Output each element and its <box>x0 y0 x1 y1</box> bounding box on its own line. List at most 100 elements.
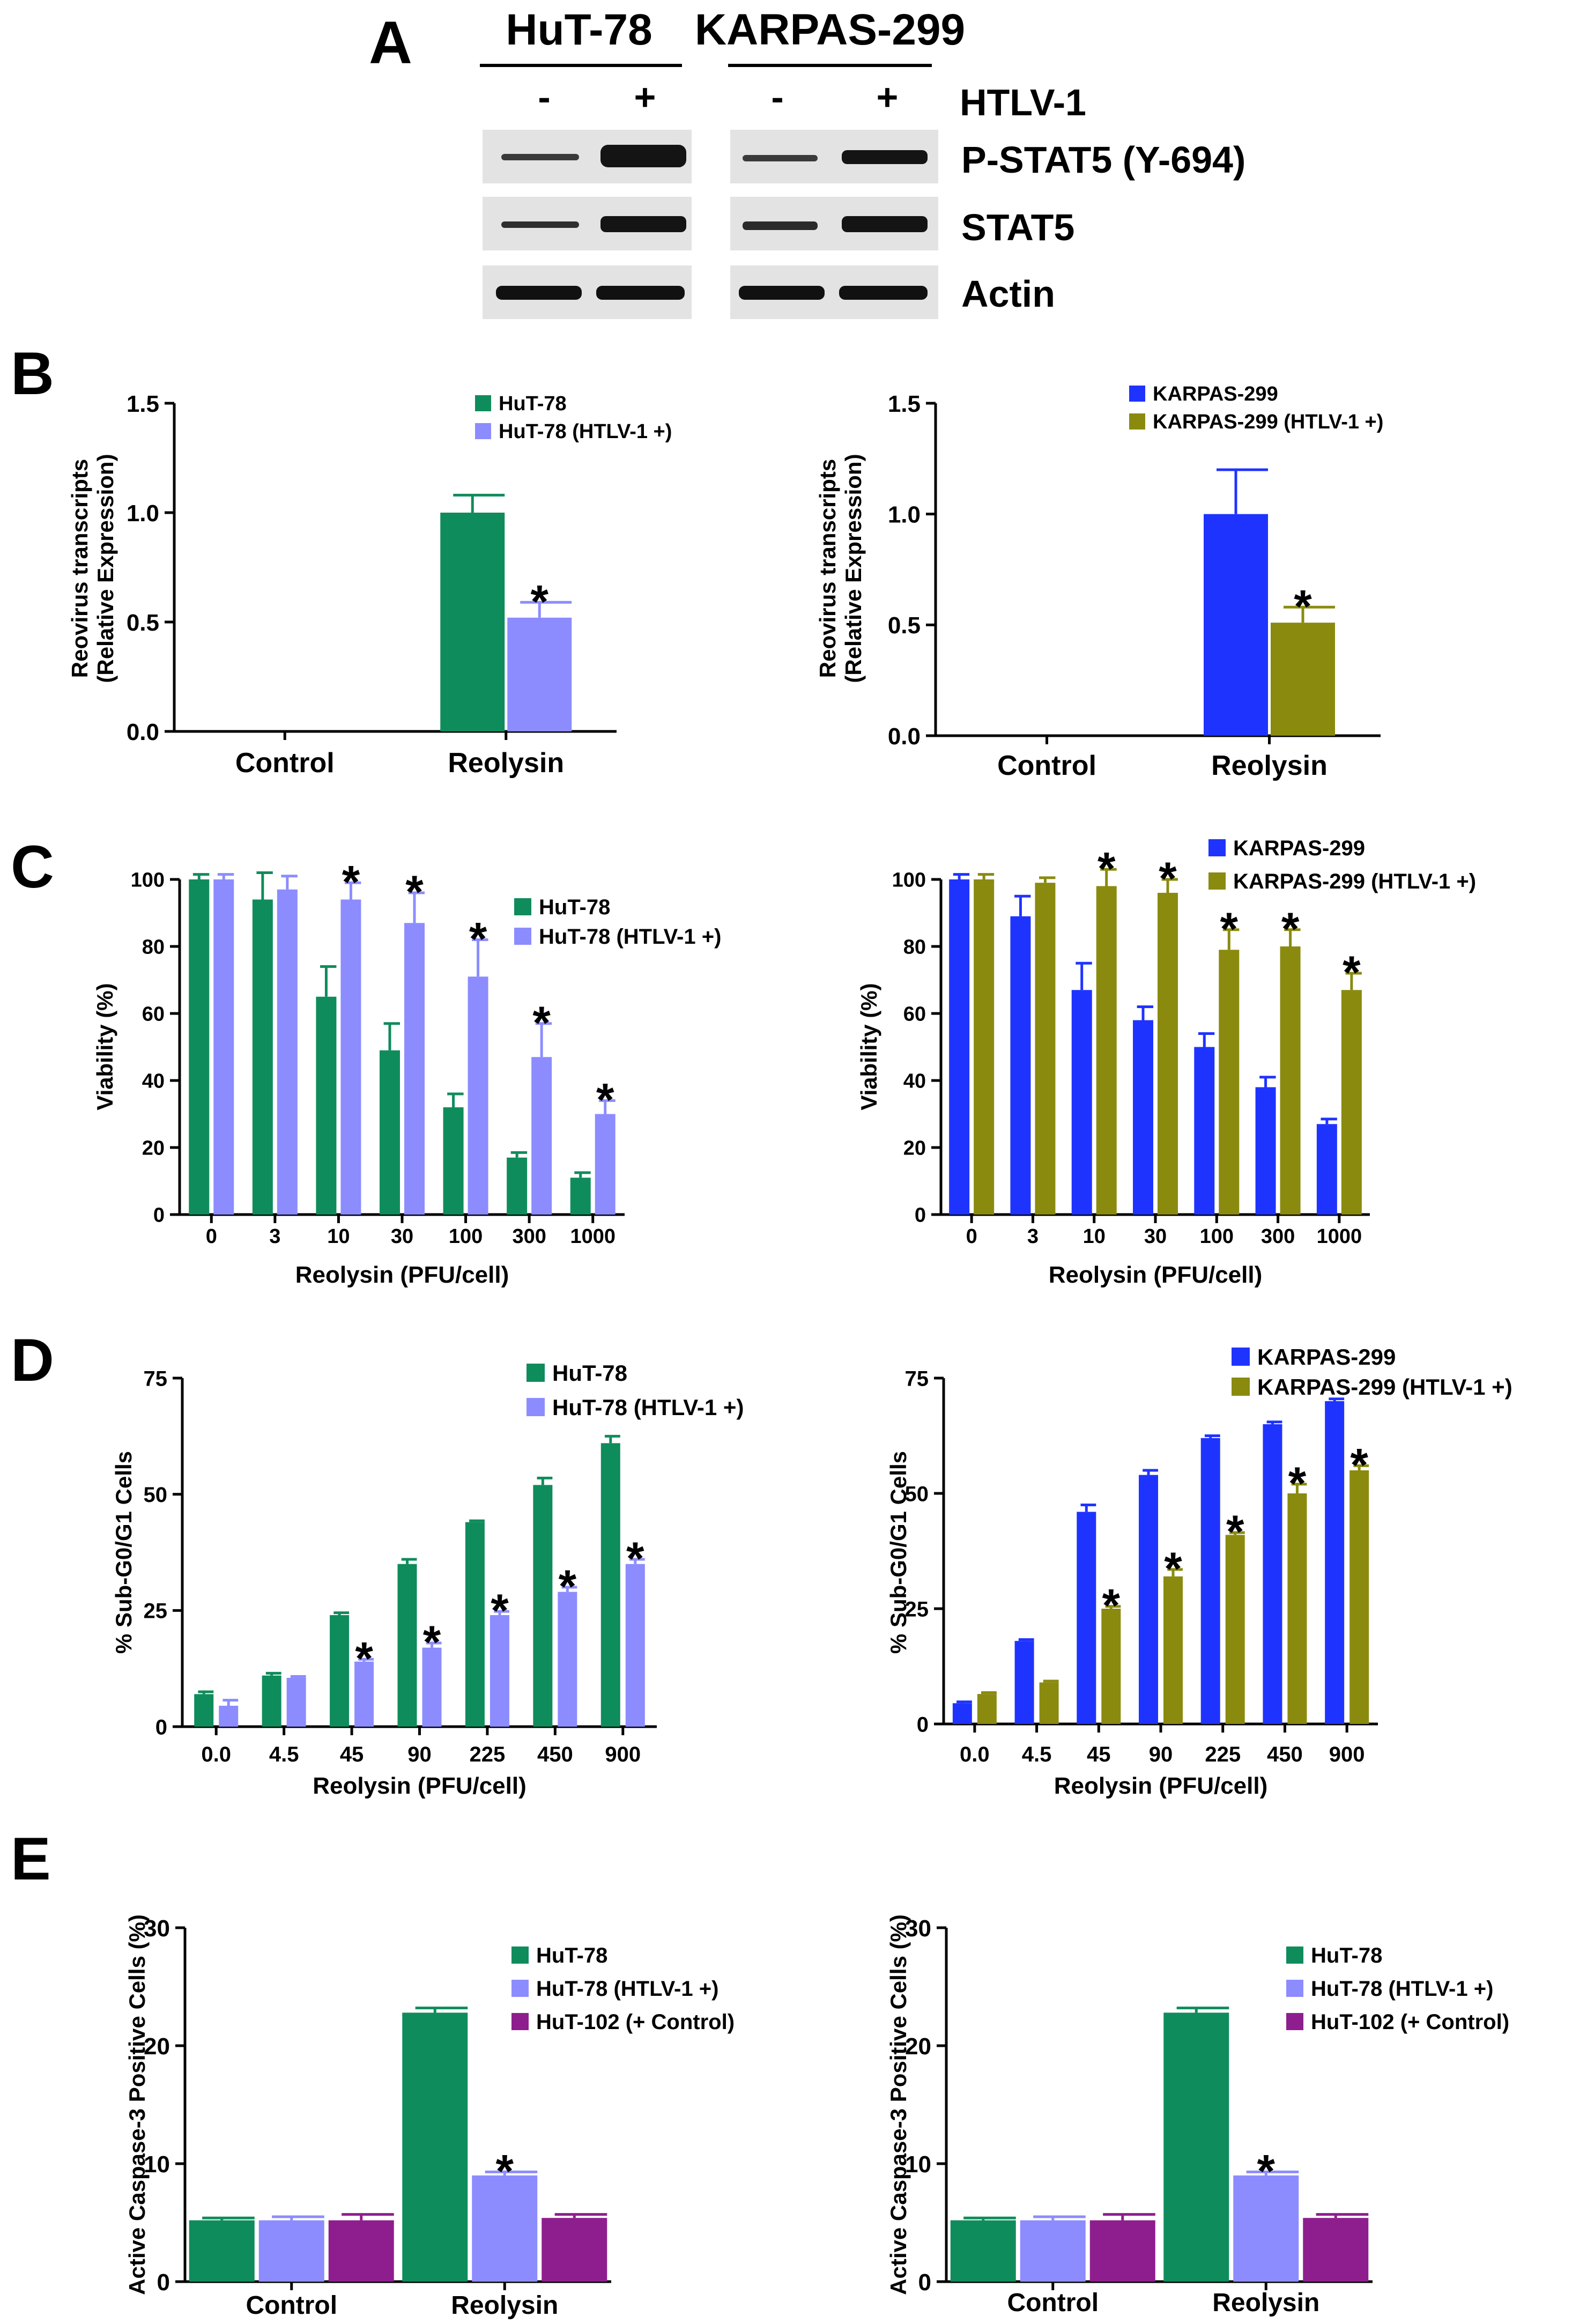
bar <box>189 2220 255 2282</box>
legend-swatch <box>1208 872 1226 890</box>
significance-star: * <box>1257 2145 1276 2197</box>
significance-star: * <box>491 1585 509 1637</box>
bar <box>404 923 425 1215</box>
y-tick-label: 30 <box>905 1915 931 1942</box>
bar <box>316 996 337 1215</box>
bar <box>1089 2220 1155 2282</box>
bar <box>1158 893 1178 1215</box>
blot-label-actin: Actin <box>961 273 1055 315</box>
bar <box>974 879 995 1215</box>
blot-band <box>743 221 818 230</box>
legend-label: KARPAS-299 <box>1153 383 1278 405</box>
legend-label: HuT-78 <box>536 1944 607 1967</box>
significance-star: * <box>1294 581 1312 632</box>
x-tick-label: 0 <box>206 1225 217 1248</box>
legend-label: HuT-78 (HTLV-1 +) <box>552 1395 744 1420</box>
bar <box>1096 886 1117 1215</box>
x-tick-label: Control <box>246 2291 337 2320</box>
panel-letter-d: D <box>11 1327 54 1394</box>
legend-swatch <box>1232 1378 1250 1396</box>
bar <box>1101 1609 1121 1724</box>
y-tick-label: 0 <box>918 2269 931 2296</box>
bar <box>542 2218 607 2282</box>
bar <box>1263 1424 1282 1724</box>
bar <box>1233 2175 1299 2282</box>
significance-star: * <box>596 1075 614 1126</box>
legend-label: HuT-78 <box>1311 1944 1382 1967</box>
legend-swatch <box>511 1946 529 1964</box>
bar <box>1325 1401 1345 1724</box>
x-tick-label: 0.0 <box>201 1743 231 1766</box>
x-tick-label: Reolysin <box>448 747 564 779</box>
lane-sign-2: + <box>634 76 656 118</box>
bar <box>286 1678 306 1727</box>
chart-c-right: 0 20 40 60 80 100 Viability (%) 0 3 10 * 30 * 100 * 300… <box>856 837 1476 1288</box>
bar <box>262 1675 281 1727</box>
significance-star: * <box>1102 1580 1121 1632</box>
bar <box>440 513 505 731</box>
x-tick-label: 3 <box>269 1225 280 1248</box>
x-tick-label: 3 <box>1027 1225 1039 1248</box>
panel-letter-b: B <box>11 340 54 407</box>
x-tick-label: 1000 <box>570 1225 616 1248</box>
bar <box>977 1694 997 1724</box>
bar <box>1035 883 1056 1215</box>
bar <box>949 879 970 1215</box>
bar <box>1194 1047 1215 1215</box>
bar <box>531 1057 552 1215</box>
bar <box>1287 1493 1307 1724</box>
y-tick-label: 1.0 <box>127 500 159 527</box>
significance-star: * <box>1288 1458 1307 1509</box>
x-tick-label: 4.5 <box>269 1743 299 1766</box>
bar <box>595 1114 616 1215</box>
bar <box>1133 1020 1153 1215</box>
significance-star: * <box>1226 1506 1244 1558</box>
y-tick-label: 1.5 <box>888 391 921 417</box>
x-tick-label: 30 <box>391 1225 413 1248</box>
legend-swatch <box>1208 839 1226 856</box>
bar <box>1280 946 1301 1215</box>
x-tick-label: 450 <box>537 1743 573 1766</box>
y-axis-label-line: Reovirus transcripts <box>67 459 92 678</box>
y-axis-label: Reovirus transcripts(Relative Expression… <box>67 454 118 683</box>
bar <box>1163 1576 1183 1724</box>
bar <box>507 617 572 731</box>
significance-star: * <box>405 867 424 918</box>
blot-label-stat5: STAT5 <box>961 206 1074 248</box>
blot-band <box>842 150 928 164</box>
legend-label: HuT-78 (HTLV-1 +) <box>1311 1977 1493 2001</box>
legend-label: HuT-78 (HTLV-1 +) <box>499 420 672 443</box>
significance-star: * <box>1350 1439 1368 1491</box>
x-tick-label: 4.5 <box>1022 1743 1052 1766</box>
blot-label-pstat5: P-STAT5 (Y-694) <box>961 139 1245 181</box>
x-tick-label: 45 <box>1087 1743 1111 1766</box>
y-tick-label: 0 <box>917 1713 929 1736</box>
western-blot-panel: HuT-78 KARPAS-299 - + - + HTLV-1 P-STAT5… <box>480 5 1245 319</box>
significance-star: * <box>1281 904 1300 955</box>
y-tick-label: 40 <box>903 1070 926 1093</box>
bar <box>625 1564 645 1727</box>
x-tick-label: 30 <box>1144 1225 1167 1248</box>
x-tick-label: 0.0 <box>960 1743 990 1766</box>
chart-b-right: 0.0 0.5 1.0 1.5 Reovirus transcripts(Relativ… <box>815 383 1383 781</box>
legend-swatch <box>514 898 531 915</box>
bar <box>558 1592 577 1727</box>
bar <box>1271 623 1335 736</box>
bar <box>330 1615 350 1727</box>
significance-star: * <box>1098 843 1116 894</box>
y-tick-label: 10 <box>144 2151 170 2178</box>
bar <box>1139 1475 1158 1724</box>
legend-swatch <box>527 1398 545 1416</box>
significance-star: * <box>531 576 549 627</box>
bar <box>1255 1087 1276 1215</box>
x-tick-label: 300 <box>1261 1225 1295 1248</box>
x-tick-label: 900 <box>605 1743 641 1766</box>
significance-star: * <box>469 914 487 965</box>
htlv1-label: HTLV-1 <box>960 82 1086 123</box>
significance-star: * <box>532 997 551 1049</box>
y-axis-label: Reovirus transcripts(Relative Expression… <box>815 454 866 683</box>
legend-label: HuT-78 (HTLV-1 +) <box>539 925 721 949</box>
y-tick-label: 0 <box>157 2269 170 2296</box>
legend-label: KARPAS-299 <box>1233 837 1365 860</box>
